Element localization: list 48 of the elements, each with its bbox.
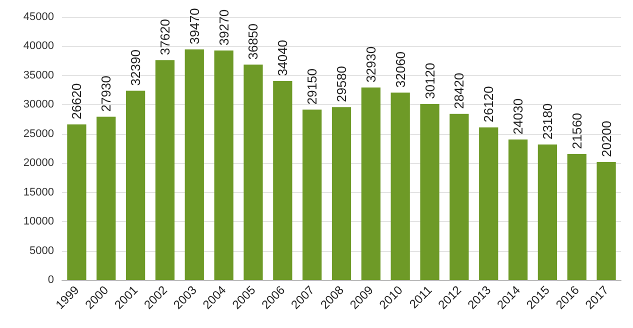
data-label: 26120 [481, 86, 496, 122]
bar [273, 81, 292, 280]
y-tick-label: 40000 [23, 40, 54, 52]
data-label: 32060 [392, 51, 408, 88]
data-label: 23180 [540, 103, 555, 140]
y-tick-label: 5000 [30, 244, 54, 257]
data-label: 29150 [304, 68, 320, 105]
bar [67, 124, 86, 280]
y-tick-label: 30000 [23, 98, 54, 111]
y-tick-label: 45000 [23, 11, 54, 23]
bar [567, 154, 586, 280]
bar [508, 140, 528, 280]
data-label: 27930 [98, 76, 114, 112]
data-label: 39270 [216, 9, 232, 46]
bar [450, 114, 469, 280]
data-label: 34040 [275, 40, 290, 76]
y-tick-label: 0 [48, 274, 54, 286]
data-label: 36850 [246, 23, 261, 60]
data-label: 32930 [363, 46, 378, 83]
y-tick-label: 10000 [23, 216, 54, 228]
bar [96, 116, 116, 280]
y-tick-label: 25000 [23, 128, 54, 140]
data-label: 29580 [334, 66, 349, 102]
data-label: 21560 [569, 112, 584, 149]
bar [302, 110, 322, 280]
bar [155, 60, 175, 280]
data-label: 24030 [510, 98, 526, 135]
bar [126, 90, 146, 280]
bar [244, 64, 263, 280]
data-label: 28420 [452, 72, 467, 109]
data-label: 26620 [69, 83, 84, 120]
bar [420, 104, 440, 280]
data-label: 30120 [422, 62, 438, 99]
bar [596, 162, 616, 280]
data-label: 20200 [598, 120, 614, 157]
bar [479, 127, 498, 280]
bar [214, 50, 234, 280]
bar [361, 88, 380, 280]
y-tick-label: 15000 [23, 186, 54, 198]
data-label: 32390 [128, 50, 144, 86]
bar [538, 144, 558, 280]
data-label: 37620 [157, 18, 172, 56]
bar [332, 107, 352, 280]
data-label: 39470 [186, 8, 202, 44]
bar [184, 49, 204, 280]
y-tick-label: 35000 [23, 69, 54, 82]
bar [390, 92, 410, 280]
y-tick-label: 20000 [23, 157, 54, 170]
